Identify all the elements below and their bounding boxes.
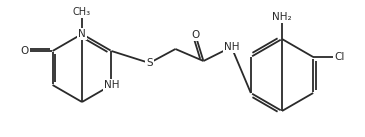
Text: N: N <box>78 29 86 39</box>
Text: NH₂: NH₂ <box>272 12 292 22</box>
Text: NH: NH <box>224 42 239 52</box>
Text: Cl: Cl <box>334 52 344 62</box>
Text: O: O <box>20 46 29 56</box>
Text: CH₃: CH₃ <box>73 7 91 17</box>
Text: S: S <box>146 58 153 68</box>
Text: O: O <box>191 30 200 40</box>
Text: NH: NH <box>104 80 119 90</box>
